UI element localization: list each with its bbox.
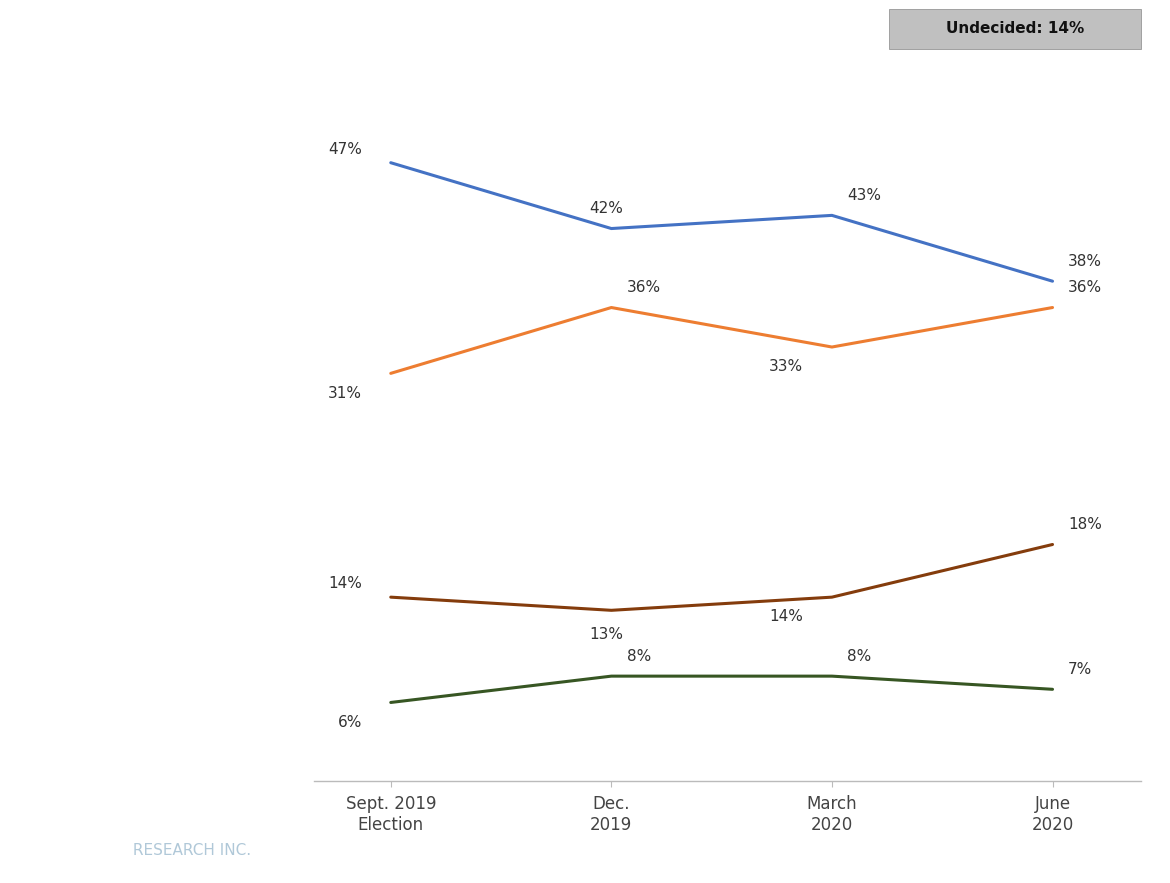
Text: PARTY SUPPORT: PARTY SUPPORT <box>25 40 303 69</box>
Text: Undecided: 14%: Undecided: 14% <box>945 21 1085 36</box>
Text: 38%: 38% <box>1068 254 1102 269</box>
Text: 8%: 8% <box>627 649 651 664</box>
Text: 18%: 18% <box>1068 517 1102 532</box>
Legend: PC, NDP, Liberal, Green: PC, NDP, Liberal, Green <box>493 0 880 11</box>
Text: TRACKING: TRACKING <box>25 203 170 227</box>
Text: 43%: 43% <box>847 188 881 203</box>
Text: 8%: 8% <box>847 649 872 664</box>
Text: Q1/2. “If a provincial election were
held tomorrow, which party’s
candidate woul: Q1/2. “If a provincial election were hel… <box>25 322 261 488</box>
Text: 47%: 47% <box>329 142 362 157</box>
FancyBboxPatch shape <box>889 9 1141 49</box>
Text: 42%: 42% <box>590 201 624 216</box>
Text: 13%: 13% <box>590 627 624 642</box>
Text: 14%: 14% <box>770 609 804 624</box>
Text: RESEARCH INC.: RESEARCH INC. <box>128 843 252 858</box>
Text: 7%: 7% <box>1068 662 1093 677</box>
Text: 36%: 36% <box>627 280 661 295</box>
Text: 31%: 31% <box>328 386 362 401</box>
Text: IN MANITOBA: IN MANITOBA <box>25 84 256 113</box>
Text: 36%: 36% <box>1068 280 1102 295</box>
Text: Base: All respondents (N=1,000): Base: All respondents (N=1,000) <box>25 764 253 778</box>
Text: 14%: 14% <box>329 577 362 592</box>
Text: PROBE: PROBE <box>25 843 83 858</box>
Text: 33%: 33% <box>769 359 804 374</box>
Text: 6%: 6% <box>338 714 362 729</box>
